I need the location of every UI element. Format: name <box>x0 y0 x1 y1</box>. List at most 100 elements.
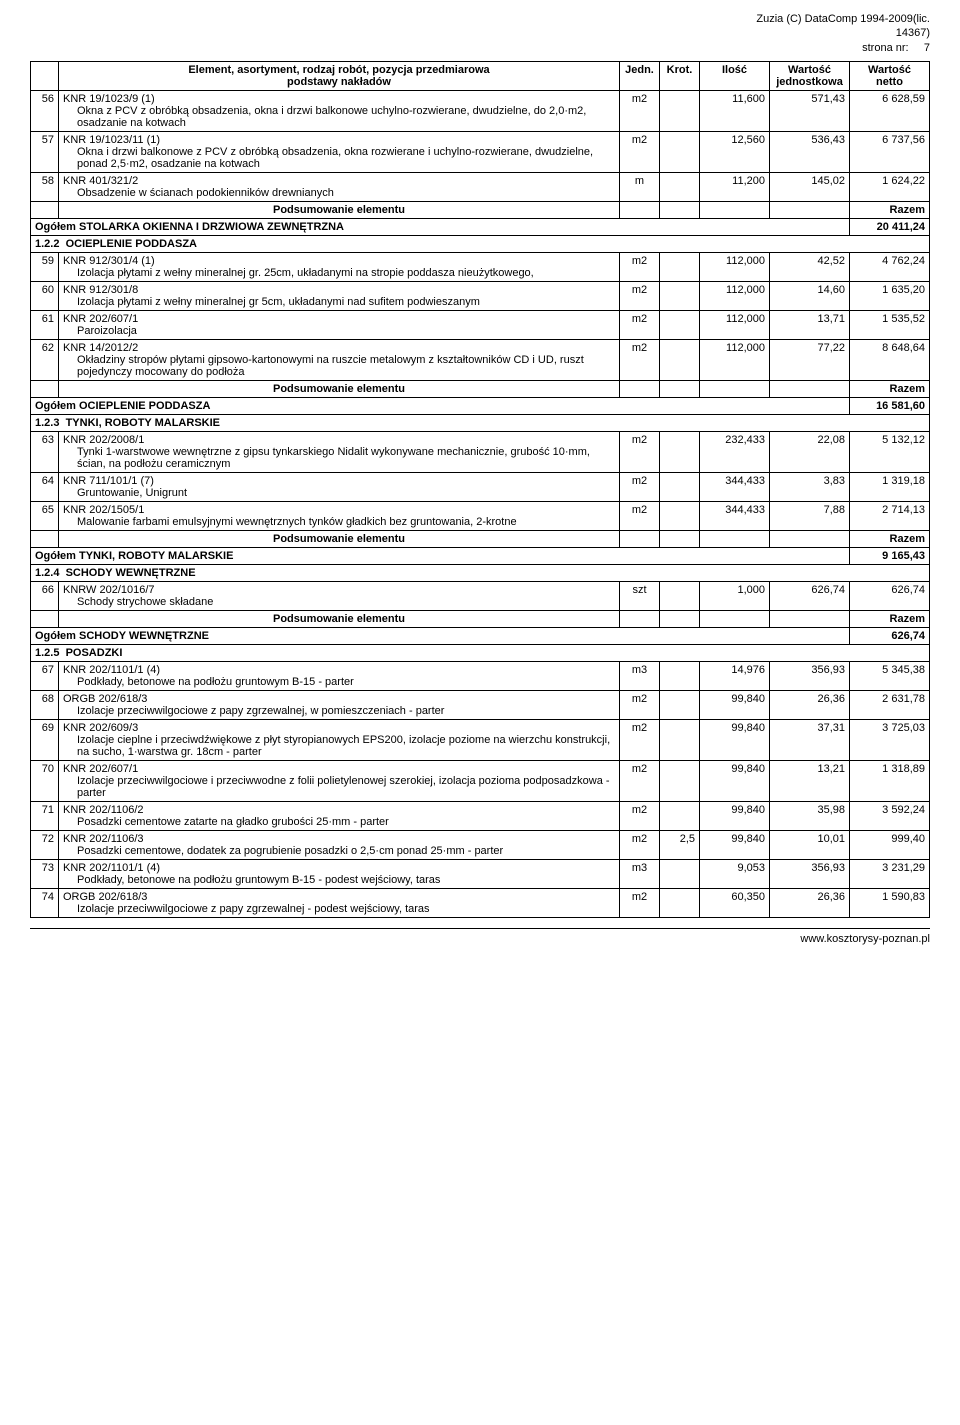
row-ilosc: 99,840 <box>700 760 770 801</box>
row-wn: 2 714,13 <box>850 501 930 530</box>
row-code: KNR 202/2008/1 <box>63 434 144 446</box>
subtotal-row: Ogółem TYNKI, ROBOTY MALARSKIE9 165,43 <box>31 547 930 564</box>
section-title: 1.2.5 POSADZKI <box>31 644 930 661</box>
page-footer: www.kosztorysy-poznan.pl <box>30 928 930 945</box>
row-code: ORGB 202/618/3 <box>63 891 147 903</box>
row-ilosc: 344,433 <box>700 501 770 530</box>
row-wn: 1 590,83 <box>850 888 930 917</box>
section-row: 1.2.3 TYNKI, ROBOTY MALARSKIE <box>31 414 930 431</box>
table-row: 59KNR 912/301/4 (1)Izolacja płytami z we… <box>31 252 930 281</box>
subtotal-value: 16 581,60 <box>850 397 930 414</box>
row-desc: Izolacja płytami z wełny mineralnej gr. … <box>63 267 615 279</box>
row-content: KNR 202/1505/1Malowanie farbami emulsyjn… <box>59 501 620 530</box>
header-line1: Zuzia (C) DataComp 1994-2009(lic. <box>756 13 930 25</box>
row-nr: 66 <box>31 581 59 610</box>
row-krot <box>660 252 700 281</box>
row-nr: 60 <box>31 281 59 310</box>
row-ilosc: 60,350 <box>700 888 770 917</box>
row-content: KNR 19/1023/11 (1)Okna i drzwi balkonowe… <box>59 131 620 172</box>
footer-url: www.kosztorysy-poznan.pl <box>800 933 930 945</box>
row-nr: 67 <box>31 661 59 690</box>
summary-row: Podsumowanie elementuRazem <box>31 610 930 627</box>
table-row: 68 ORGB 202/618/3Izolacje przeciwwilgocio… <box>31 690 930 719</box>
row-wj: 571,43 <box>770 90 850 131</box>
summary-label: Podsumowanie elementu <box>59 610 620 627</box>
row-code: KNR 202/1505/1 <box>63 504 144 516</box>
row-jedn: m2 <box>620 690 660 719</box>
row-wn: 1 319,18 <box>850 472 930 501</box>
summary-label: Podsumowanie elementu <box>59 530 620 547</box>
row-desc: Posadzki cementowe, dodatek za pogrubien… <box>63 845 615 857</box>
row-krot <box>660 719 700 760</box>
row-nr: 61 <box>31 310 59 339</box>
row-krot <box>660 281 700 310</box>
row-wj: 26,36 <box>770 690 850 719</box>
row-nr: 62 <box>31 339 59 380</box>
col-wn-header: Wartość netto <box>850 61 930 90</box>
col-element-header: Element, asortyment, rodzaj robót, pozyc… <box>59 61 620 90</box>
row-nr: 64 <box>31 472 59 501</box>
row-jedn: m2 <box>620 131 660 172</box>
row-desc: Izolacje cieplne i przeciwdźwiękowe z pł… <box>63 734 615 758</box>
table-row: 70KNR 202/607/1Izolacje przeciwwilgociow… <box>31 760 930 801</box>
row-ilosc: 11,600 <box>700 90 770 131</box>
row-krot <box>660 661 700 690</box>
row-ilosc: 14,976 <box>700 661 770 690</box>
row-code: KNR 202/607/1 <box>63 763 138 775</box>
subtotal-value: 626,74 <box>850 627 930 644</box>
row-content: KNR 202/1106/3Posadzki cementowe, dodate… <box>59 830 620 859</box>
row-content: KNR 912/301/8Izolacja płytami z wełny mi… <box>59 281 620 310</box>
row-wj: 13,21 <box>770 760 850 801</box>
row-desc: Izolacje przeciwwilgociowe z papy zgrzew… <box>63 705 615 717</box>
row-nr: 71 <box>31 801 59 830</box>
row-jedn: m2 <box>620 801 660 830</box>
row-nr: 68 <box>31 690 59 719</box>
header-line2: 14367) <box>896 27 930 39</box>
row-jedn: m2 <box>620 310 660 339</box>
row-code: KNRW 202/1016/7 <box>63 584 155 596</box>
row-ilosc: 9,053 <box>700 859 770 888</box>
row-content: KNR 202/609/3Izolacje cieplne i przeciwd… <box>59 719 620 760</box>
subtotal-label: Ogółem TYNKI, ROBOTY MALARSKIE <box>31 547 850 564</box>
row-wj: 22,08 <box>770 431 850 472</box>
col-nr-header <box>31 61 59 90</box>
cost-estimate-table: Element, asortyment, rodzaj robót, pozyc… <box>30 61 930 918</box>
col-wj-header: Wartość jednostkowa <box>770 61 850 90</box>
subtotal-row: Ogółem OCIEPLENIE PODDASZA16 581,60 <box>31 397 930 414</box>
row-desc: Tynki 1-warstwowe wewnętrzne z gipsu tyn… <box>63 446 615 470</box>
row-content: KNR 202/1101/1 (4)Podkłady, betonowe na … <box>59 859 620 888</box>
row-desc: Paroizolacja <box>63 325 615 337</box>
row-jedn: m2 <box>620 252 660 281</box>
row-desc: Izolacje przeciwwilgociowe i przeciwwodn… <box>63 775 615 799</box>
row-jedn: m2 <box>620 830 660 859</box>
table-row: 69KNR 202/609/3Izolacje cieplne i przeci… <box>31 719 930 760</box>
row-jedn: m2 <box>620 472 660 501</box>
row-desc: Okładziny stropów płytami gipsowo-karton… <box>63 354 615 378</box>
row-wn: 1 535,52 <box>850 310 930 339</box>
col-krot-header: Krot. <box>660 61 700 90</box>
summary-label: Podsumowanie elementu <box>59 201 620 218</box>
subtotal-label: Ogółem OCIEPLENIE PODDASZA <box>31 397 850 414</box>
row-krot <box>660 501 700 530</box>
row-wn: 5 132,12 <box>850 431 930 472</box>
row-wj: 7,88 <box>770 501 850 530</box>
table-row: 72KNR 202/1106/3Posadzki cementowe, doda… <box>31 830 930 859</box>
row-content: KNR 202/1106/2Posadzki cementowe zatarte… <box>59 801 620 830</box>
row-jedn: m3 <box>620 859 660 888</box>
row-krot <box>660 431 700 472</box>
subtotal-label: Ogółem STOLARKA OKIENNA I DRZWIOWA ZEWNĘ… <box>31 218 850 235</box>
row-nr: 59 <box>31 252 59 281</box>
row-ilosc: 112,000 <box>700 339 770 380</box>
table-row: 66KNRW 202/1016/7Schody strychowe składa… <box>31 581 930 610</box>
row-nr: 56 <box>31 90 59 131</box>
table-row: 64KNR 711/101/1 (7)Gruntowanie, Unigrunt… <box>31 472 930 501</box>
row-ilosc: 232,433 <box>700 431 770 472</box>
row-wn: 2 631,78 <box>850 690 930 719</box>
row-wn: 999,40 <box>850 830 930 859</box>
row-wn: 5 345,38 <box>850 661 930 690</box>
row-wj: 37,31 <box>770 719 850 760</box>
row-content: KNR 202/607/1Izolacje przeciwwilgociowe … <box>59 760 620 801</box>
row-code: ORGB 202/618/3 <box>63 693 147 705</box>
row-content: KNR 202/2008/1Tynki 1-warstwowe wewnętrz… <box>59 431 620 472</box>
row-code: KNR 202/1101/1 (4) <box>63 664 160 676</box>
